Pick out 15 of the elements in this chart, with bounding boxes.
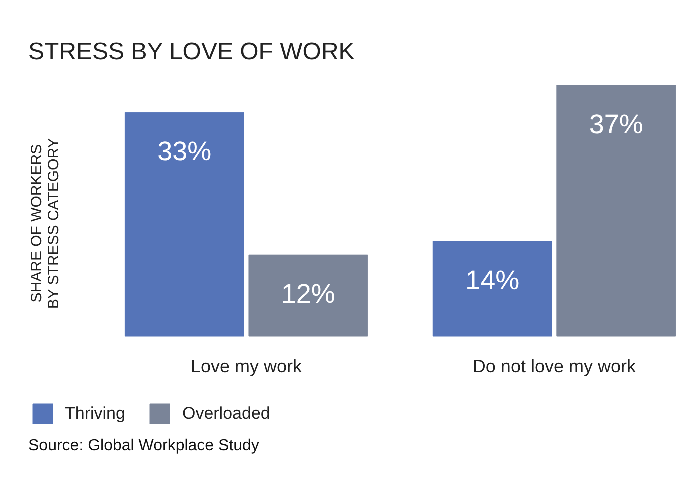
bar bbox=[556, 86, 676, 337]
bar bbox=[124, 112, 244, 337]
data-label: 33% bbox=[158, 136, 212, 167]
chart-title: STRESS BY LOVE OF WORK bbox=[28, 38, 355, 66]
data-label: 14% bbox=[466, 266, 520, 296]
x-tick-label: Do not love my work bbox=[472, 356, 637, 376]
bar bbox=[248, 254, 368, 337]
data-label: 12% bbox=[281, 279, 336, 310]
y-axis-title: SHARE OF WORKERS BY STRESS CATEGORY bbox=[28, 138, 62, 310]
source-note: Source: Global Workplace Study bbox=[28, 438, 260, 454]
bar bbox=[432, 241, 552, 337]
data-label: 37% bbox=[589, 110, 644, 140]
legend-label: Overloaded bbox=[182, 404, 270, 424]
x-tick-label: Love my work bbox=[191, 356, 304, 376]
legend-label: Thriving bbox=[65, 404, 126, 424]
